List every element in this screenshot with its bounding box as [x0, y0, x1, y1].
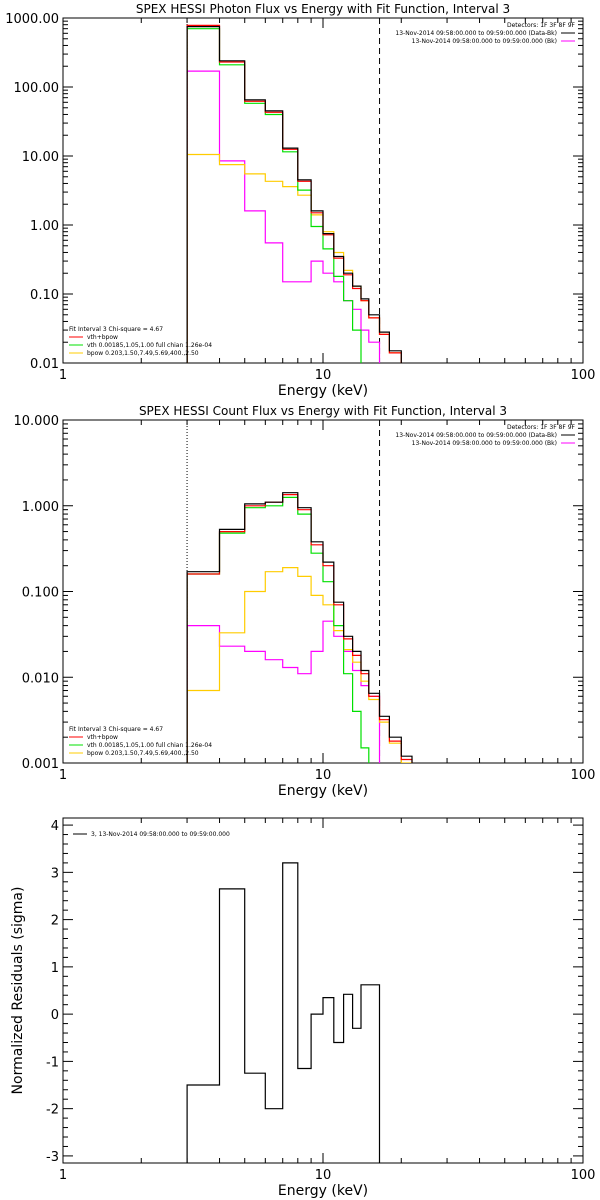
y-tick-label: -2: [46, 1103, 59, 1118]
legend-entry-total: vth+bpow: [87, 734, 118, 741]
y-tick-label: 3: [51, 866, 59, 881]
y-tick-label: 0.10: [30, 288, 59, 303]
x-tick-label: 100: [571, 768, 596, 783]
y-tick-label: 0.01: [30, 357, 59, 372]
series-data: [186, 862, 381, 1163]
chart-title: SPEX HESSI Photon Flux vs Energy with Fi…: [136, 2, 510, 16]
chart-2: SPEX HESSI Count Flux vs Energy with Fit…: [14, 404, 596, 799]
legend-detectors: Detectors: 1F 3F 8F 9F: [507, 424, 576, 431]
series-vth: [186, 28, 362, 363]
legend-entry-total: vth+bpow: [87, 334, 118, 341]
y-tick-label: 0.010: [22, 671, 59, 686]
plot-frame: [62, 817, 584, 1164]
y-tick-label: 1.000: [22, 500, 59, 515]
y-tick-label: 100.00: [14, 81, 60, 96]
legend-data-label: 13-Nov-2014 09:58:00.000 to 09:59:00.000…: [395, 30, 557, 37]
plot-frame: [62, 17, 584, 364]
legend-fit-interval: Fit Interval 3 Chi-square = 4.67: [69, 726, 163, 733]
x-axis-label: Energy (keV): [278, 783, 368, 799]
y-tick-label: 0: [51, 1008, 59, 1023]
legend-entry-vth: vth 0.00185,1.05,1.00 full chian 1.26e-0…: [87, 742, 212, 749]
y-tick-label: 0.100: [22, 586, 59, 601]
legend-data-label: 13-Nov-2014 09:58:00.000 to 09:59:00.000…: [395, 432, 557, 439]
legend-detectors: Detectors: 1F 3F 8F 9F: [507, 22, 576, 29]
y-tick-label: -3: [46, 1150, 59, 1165]
y-axis-label: Normalized Residuals (sigma): [10, 887, 26, 1095]
x-tick-label: 1: [59, 368, 67, 383]
x-axis-label: Energy (keV): [278, 1183, 368, 1199]
y-tick-label: 1.00: [30, 219, 59, 234]
x-tick-label: 1: [59, 768, 67, 783]
legend-entry-bpow: bpow 0.203,1.50,7.49,5.69,400.,2.50: [87, 350, 199, 357]
x-axis-label: Energy (keV): [278, 383, 368, 399]
x-tick-label: 100: [571, 1168, 596, 1183]
legend-residual-label: 3, 13-Nov-2014 09:58:00.000 to 09:59:00.…: [91, 831, 230, 838]
chart-3: 1 10 100 -3 -2 -1 0 1 2 3 4 Energy (keV) Normalized …: [10, 817, 596, 1199]
x-tick-label: 10: [315, 368, 332, 383]
y-tick-label: -1: [46, 1055, 59, 1070]
series-background: [186, 620, 381, 763]
y-tick-label: 2: [51, 914, 59, 929]
series-bpow: [186, 567, 413, 763]
series-background: [186, 70, 381, 363]
y-tick-label: 4: [51, 819, 59, 834]
y-tick-label: 10.000: [14, 414, 60, 429]
series-data: [186, 26, 402, 363]
legend-entry-bpow: bpow 0.203,1.50,7.49,5.69,400.,2.50: [87, 750, 199, 757]
chart-1: SPEX HESSI Photon Flux vs Energy with Fi…: [5, 2, 595, 399]
legend-bk-label: 13-Nov-2014 09:58:00.000 to 09:59:00.000…: [412, 38, 557, 45]
legend-bk-label: 13-Nov-2014 09:58:00.000 to 09:59:00.000…: [412, 440, 557, 447]
series-data: [186, 492, 413, 763]
y-tick-label: 1000.00: [5, 12, 59, 27]
legend-fit-interval: Fit Interval 3 Chi-square = 4.67: [69, 326, 163, 333]
x-tick-label: 10: [315, 1168, 332, 1183]
series-vth: [186, 496, 370, 763]
x-tick-label: 100: [571, 368, 596, 383]
y-tick-label: 10.00: [22, 150, 59, 165]
series-total: [186, 494, 413, 763]
series-total: [186, 24, 402, 363]
y-tick-label: 0.001: [22, 757, 59, 772]
x-tick-label: 1: [59, 1168, 67, 1183]
plot-frame: [62, 419, 584, 764]
y-tick-label: 1: [51, 961, 59, 976]
x-tick-label: 10: [315, 768, 332, 783]
legend-entry-vth: vth 0.00185,1.05,1.00 full chian 1.26e-0…: [87, 342, 212, 349]
chart-title: SPEX HESSI Count Flux vs Energy with Fit…: [139, 404, 507, 418]
